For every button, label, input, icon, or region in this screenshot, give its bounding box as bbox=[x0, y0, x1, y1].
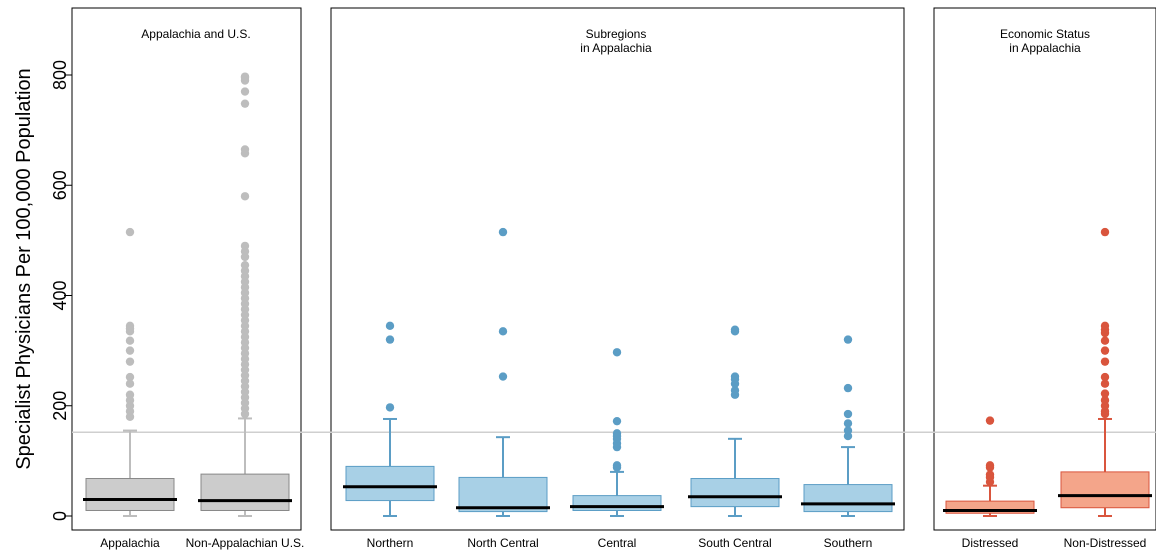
outlier-point bbox=[125, 321, 135, 331]
iqr-box bbox=[690, 478, 780, 508]
box-north-central bbox=[456, 227, 550, 517]
outlier-point bbox=[125, 379, 135, 388]
outlier-point bbox=[125, 336, 135, 345]
outlier-point bbox=[240, 99, 250, 108]
panel-frame-1 bbox=[71, 7, 302, 531]
category-label: North Central bbox=[467, 536, 538, 550]
outlier-point bbox=[125, 227, 135, 237]
y-axis-title: Specialist Physicians Per 100,000 Popula… bbox=[13, 68, 35, 469]
iqr-box bbox=[85, 478, 175, 511]
outlier-point bbox=[985, 461, 995, 470]
iqr-box bbox=[200, 473, 290, 511]
category-label: Southern bbox=[824, 536, 873, 550]
y-tick-label: 800 bbox=[50, 60, 70, 90]
iqr-box bbox=[803, 484, 893, 513]
category-label: South Central bbox=[698, 536, 771, 550]
outlier-point bbox=[240, 260, 250, 270]
outlier-point bbox=[240, 192, 250, 201]
outlier-point bbox=[1100, 357, 1110, 366]
iqr-box bbox=[458, 476, 548, 513]
outlier-point bbox=[985, 416, 995, 425]
outlier-point bbox=[385, 335, 395, 344]
outlier-point bbox=[125, 346, 135, 355]
outlier-point bbox=[843, 383, 853, 393]
outlier-point bbox=[1100, 336, 1110, 345]
outlier-point bbox=[1100, 379, 1110, 388]
outlier-point bbox=[1100, 372, 1110, 382]
panel-title: in Appalachia bbox=[1009, 41, 1081, 55]
category-label: Distressed bbox=[962, 536, 1019, 550]
iqr-box bbox=[345, 465, 435, 502]
outlier-point bbox=[730, 372, 740, 381]
outlier-point bbox=[730, 386, 740, 395]
category-label: Non-Distressed bbox=[1064, 536, 1147, 550]
outlier-point bbox=[843, 426, 853, 435]
outlier-point bbox=[612, 461, 622, 470]
outlier-point bbox=[125, 357, 135, 366]
box-northern bbox=[343, 321, 437, 517]
iqr-box bbox=[1060, 471, 1150, 509]
panel-frame-3 bbox=[933, 7, 1156, 531]
category-label: Northern bbox=[367, 536, 414, 550]
panel-frames bbox=[71, 7, 1156, 531]
outlier-point bbox=[240, 145, 250, 154]
category-label: Appalachia bbox=[100, 536, 160, 550]
outlier-point bbox=[1100, 389, 1110, 398]
outlier-point bbox=[612, 416, 622, 426]
panel-title: Economic Status bbox=[1000, 27, 1090, 41]
outlier-point bbox=[240, 72, 250, 81]
panel-title: in Appalachia bbox=[580, 41, 652, 55]
outlier-point bbox=[730, 325, 740, 334]
category-label: Non-Appalachian U.S. bbox=[186, 536, 305, 550]
outlier-point bbox=[498, 372, 508, 381]
outlier-point bbox=[1100, 321, 1110, 331]
outlier-point bbox=[612, 429, 622, 438]
outlier-point bbox=[843, 419, 853, 428]
y-tick-label: 200 bbox=[50, 391, 70, 421]
outlier-point bbox=[1100, 396, 1110, 405]
box-non-appalachian-u-s- bbox=[198, 72, 292, 517]
iqr-box bbox=[572, 495, 662, 511]
outlier-point bbox=[385, 403, 395, 412]
outlier-point bbox=[240, 241, 250, 251]
outlier-point bbox=[125, 372, 135, 382]
outlier-point bbox=[843, 335, 853, 344]
box-southern bbox=[801, 335, 895, 517]
box-appalachia bbox=[83, 227, 177, 517]
box-south-central bbox=[688, 325, 782, 517]
box-distressed bbox=[943, 416, 1037, 517]
outlier-point bbox=[843, 409, 853, 419]
panel-frame-2 bbox=[330, 7, 905, 531]
outlier-point bbox=[498, 227, 508, 237]
y-tick-label: 400 bbox=[50, 280, 70, 310]
panel-title: Appalachia and U.S. bbox=[141, 27, 250, 41]
y-axis: 0 200 400 600 800 Specialist Physicians Per 1… bbox=[13, 60, 72, 521]
outlier-point bbox=[1100, 346, 1110, 355]
outlier-point bbox=[1100, 227, 1110, 237]
outlier-point bbox=[385, 321, 395, 331]
box-central bbox=[570, 348, 664, 517]
boxes-layer bbox=[83, 72, 1152, 517]
outlier-point bbox=[985, 470, 995, 479]
outlier-point bbox=[612, 348, 622, 357]
outlier-point bbox=[498, 327, 508, 336]
panel-title: Subregions bbox=[586, 27, 647, 41]
y-tick-label: 600 bbox=[50, 170, 70, 200]
labels-layer: Appalachia and U.S. Appalachia Non-Appalac… bbox=[100, 27, 1146, 550]
outlier-point bbox=[125, 390, 135, 399]
outlier-point bbox=[240, 87, 250, 96]
y-tick-label: 0 bbox=[50, 511, 70, 521]
box-non-distressed bbox=[1058, 227, 1152, 517]
category-label: Central bbox=[598, 536, 637, 550]
